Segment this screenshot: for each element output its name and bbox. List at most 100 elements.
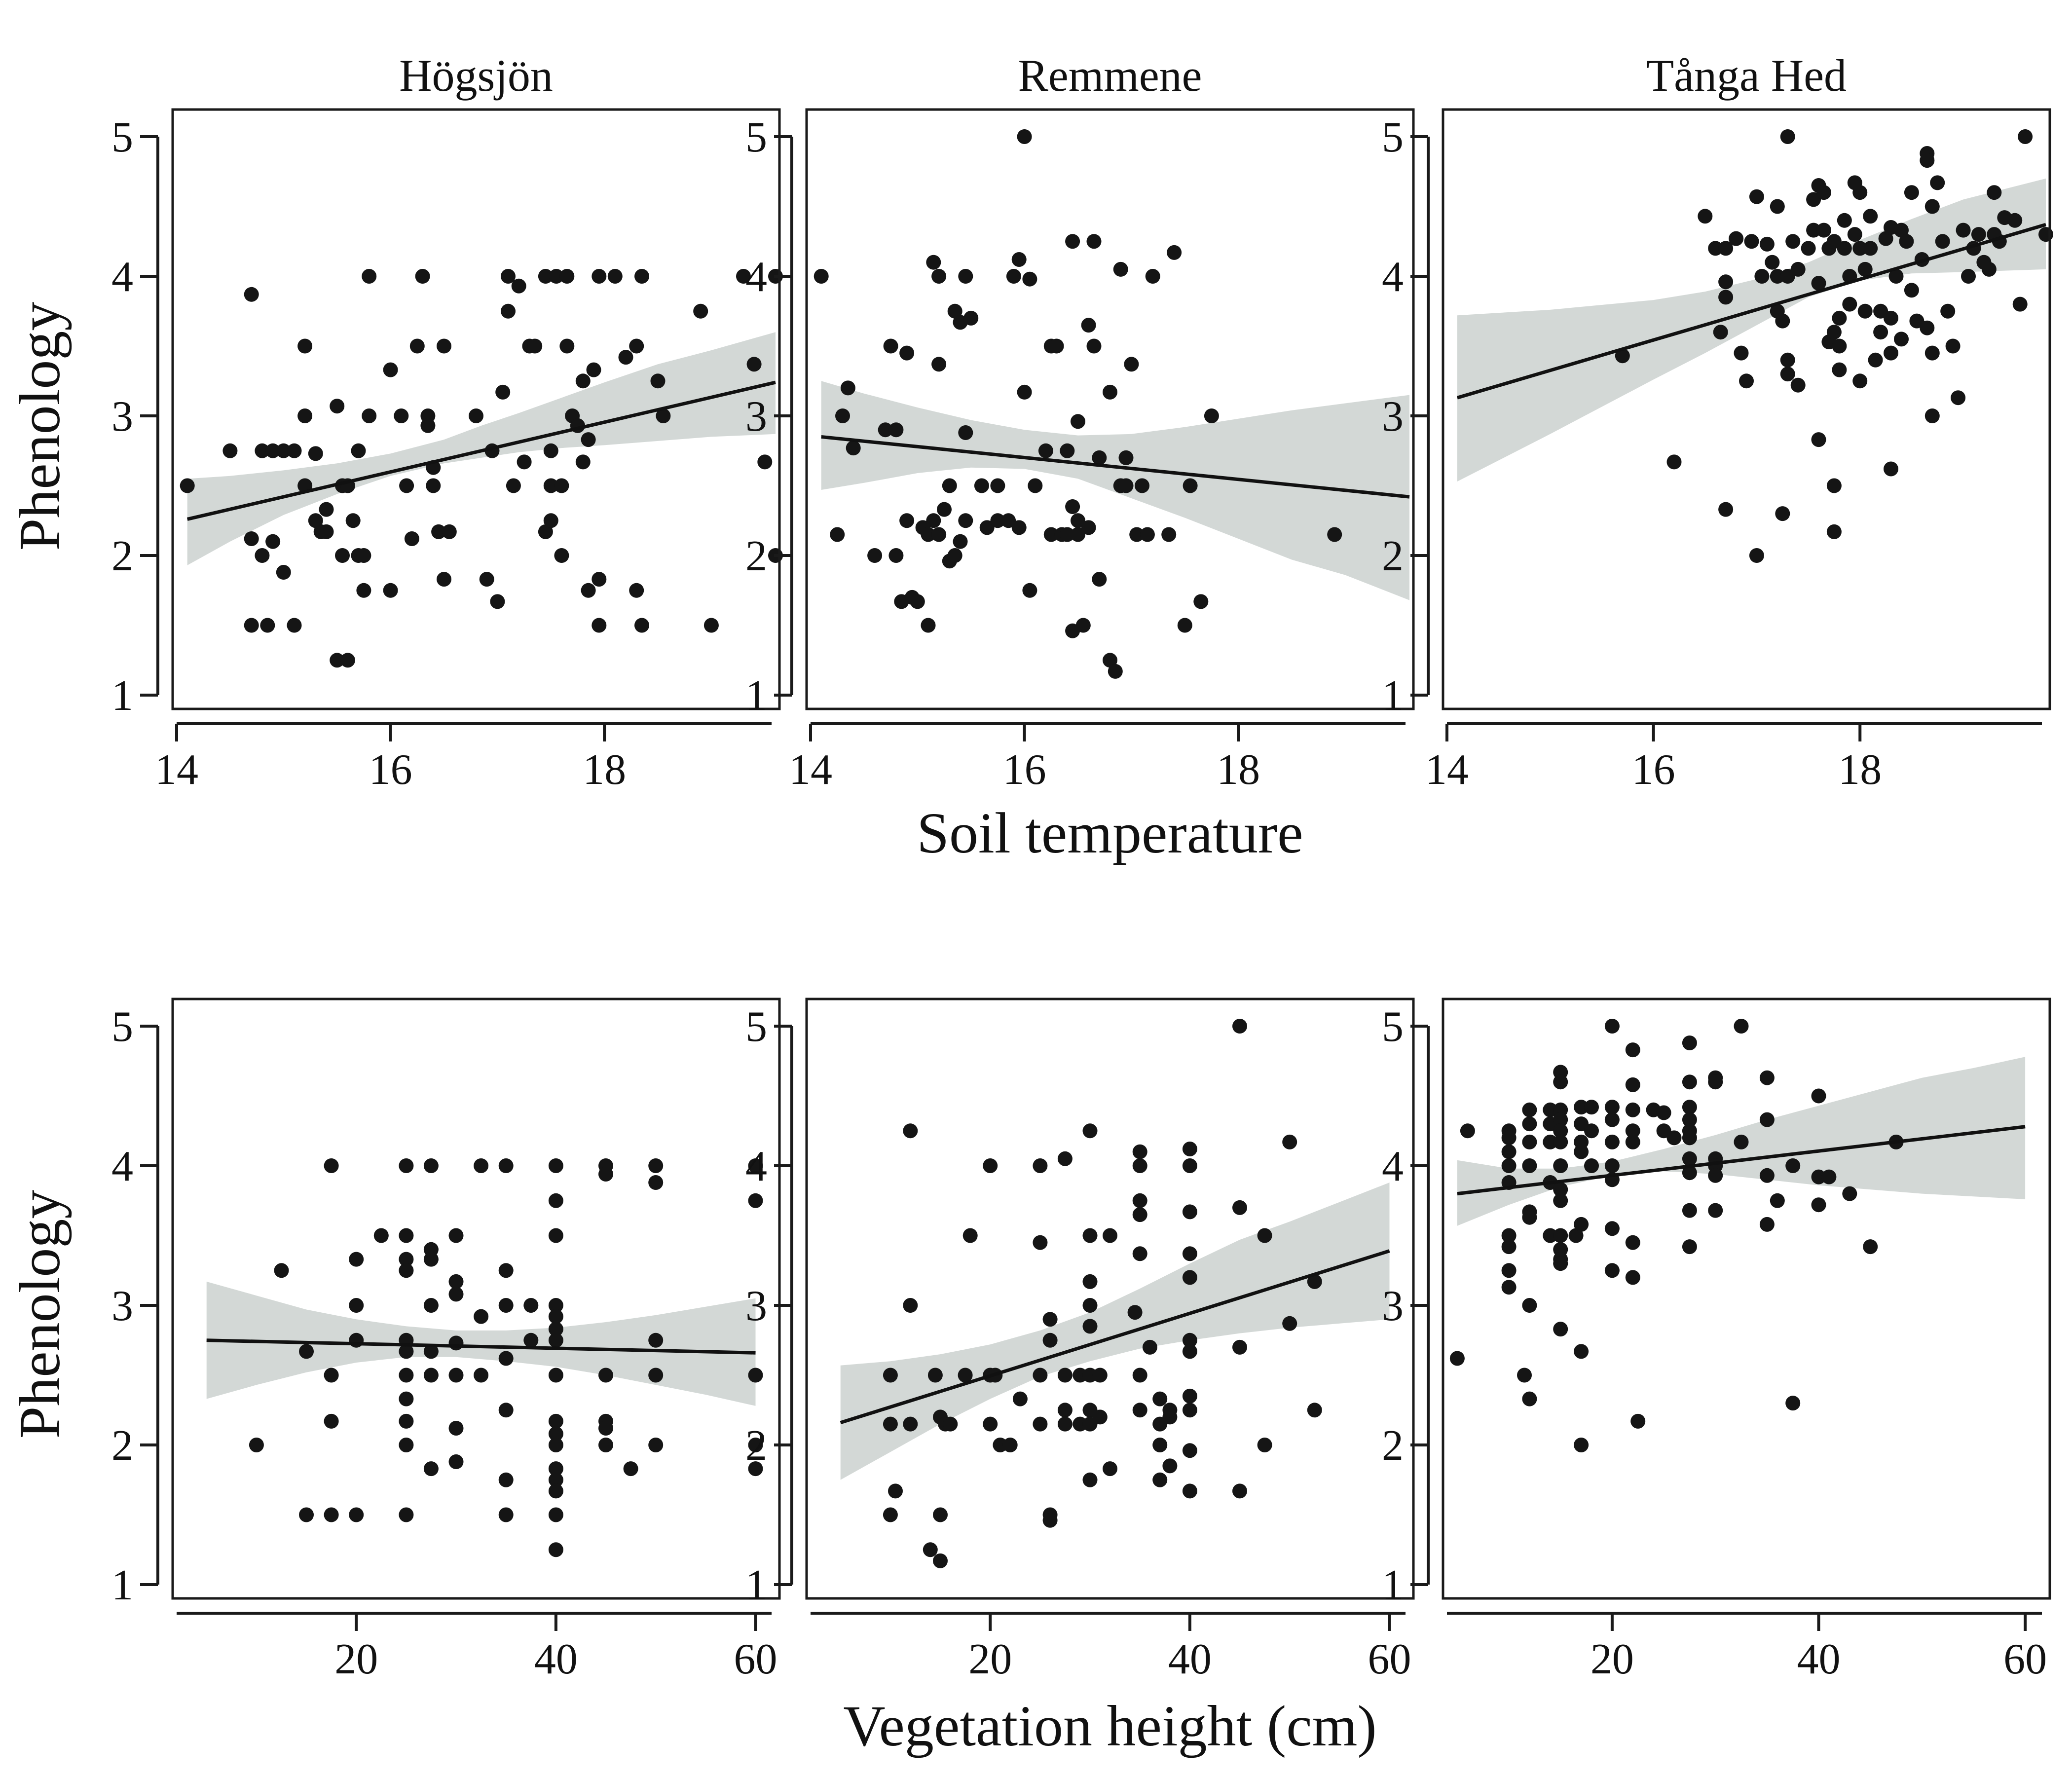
data-point [1744,234,1759,249]
data-point [1038,443,1053,458]
data-point [1140,527,1155,542]
data-point [1543,1228,1558,1243]
data-point [1501,1263,1517,1278]
data-point [1754,269,1770,284]
data-point [297,408,313,423]
data-point [1884,461,1898,477]
data-point [548,1542,563,1557]
panel-frame [171,998,781,1600]
y-tick-label: 4 [111,1143,133,1190]
data-point [399,1438,414,1452]
data-point [527,338,543,354]
data-point [1145,269,1160,284]
panel-frame [805,108,1415,710]
y-tick-label: 3 [1382,393,1404,441]
data-point [1749,189,1764,204]
data-point [1604,1019,1620,1034]
data-point [899,345,915,361]
panel-frame [1442,998,2051,1600]
data-point [1113,261,1128,277]
data-point [543,513,558,528]
y-tick-label: 3 [111,393,133,441]
data-point [1584,1158,1599,1173]
data-point [926,513,941,528]
data-point [1852,373,1868,389]
regression-line [821,435,1410,499]
data-point [1103,653,1117,668]
data-point [498,1351,514,1366]
panel-4: 1 2 3 4 5 20 40 60 [111,998,781,1683]
data-point [1884,310,1898,326]
data-point [1940,303,1956,319]
data-point [748,1438,763,1452]
data-point [958,513,973,528]
data-point [1132,1246,1147,1261]
x-tick-label: 20 [968,1635,1012,1683]
data-point [1930,175,1945,190]
data-point [1071,513,1085,528]
data-point [1307,1403,1322,1418]
data-point [1568,1228,1584,1243]
data-point [1543,1102,1558,1117]
regression-line [1457,1125,2026,1196]
data-point [1682,1036,1697,1050]
data-point [634,618,649,633]
data-point [474,1309,489,1324]
y-tick-label: 2 [111,532,133,580]
data-point [943,1416,958,1432]
data-point [1863,241,1878,256]
data-point [598,1368,613,1383]
data-point [1775,506,1790,521]
data-point [335,548,350,563]
data-point [1142,1339,1157,1355]
data-point [1837,213,1852,228]
data-point [592,618,607,633]
data-point [1553,1228,1568,1243]
data-point [498,1158,514,1173]
data-point [958,269,973,284]
data-point [1894,222,1909,238]
data-point [399,1368,414,1383]
data-point [548,1472,563,1487]
data-point [1082,1319,1098,1334]
data-point [953,534,968,549]
data-point [598,1167,613,1182]
data-point [703,618,719,633]
data-point [1182,1246,1197,1261]
x-tick-label: 18 [1838,746,1882,794]
data-point [1625,1077,1640,1092]
data-point [1065,499,1080,514]
x-tick-label: 20 [1591,1635,1634,1683]
data-point [356,583,371,598]
data-point [324,1413,339,1429]
data-point [748,1368,763,1383]
data-point [356,548,371,563]
data-point [1517,1368,1532,1383]
data-point [757,454,773,470]
data-point [1904,283,1919,298]
data-point [1460,1123,1475,1139]
x-tick-label: 14 [155,746,198,794]
data-point [1852,241,1868,256]
data-point [1129,527,1145,542]
data-point [479,572,494,587]
data-point [650,373,666,389]
data-point [1152,1438,1168,1452]
data-point [399,1263,414,1278]
data-point [299,1507,314,1522]
data-point [1553,1256,1568,1271]
panel-title: Högsjön [399,50,553,101]
data-point [1785,1158,1801,1173]
data-point [308,446,323,461]
data-point [903,1416,918,1432]
y-tick-label: 4 [745,253,767,301]
data-point [548,1368,563,1383]
data-point [1878,231,1893,246]
data-point [867,548,883,563]
data-point [1522,1102,1537,1117]
data-point [1682,1130,1697,1146]
data-point [921,527,936,542]
data-point [1842,1186,1857,1201]
data-point [1816,185,1831,200]
